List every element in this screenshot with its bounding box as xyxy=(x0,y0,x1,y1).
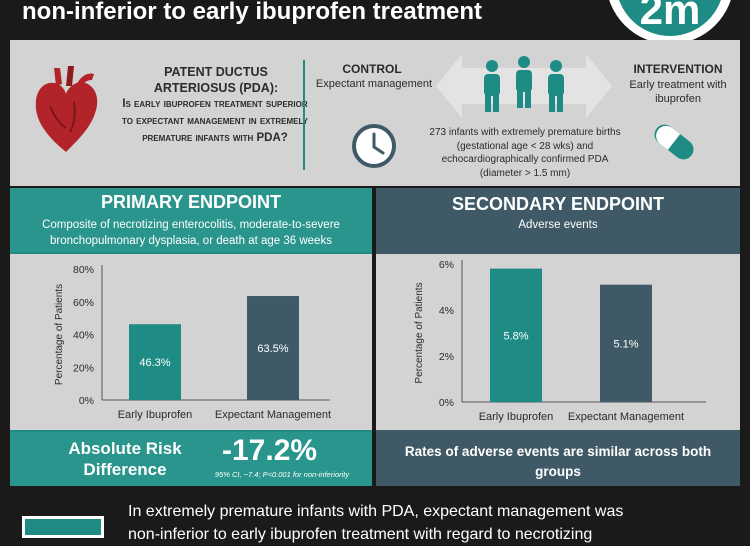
primary-bar-value-label: 63.5% xyxy=(257,343,288,355)
conclusion-line-1: In extremely premature infants with PDA,… xyxy=(128,503,624,520)
primary-endpoint-footer xyxy=(10,432,372,486)
people-icon xyxy=(484,56,564,112)
primary-endpoint-title: PRIMARY ENDPOINT xyxy=(100,192,282,212)
pill-icon xyxy=(654,124,694,160)
control-subtitle: Expectant management xyxy=(315,78,433,90)
secondary-bar-value-label: 5.1% xyxy=(613,338,638,350)
conclusion-icon xyxy=(22,516,104,538)
intervention-title: INTERVENTION xyxy=(633,62,723,76)
primary-bar-1 xyxy=(129,324,181,400)
question-text: Is early ibuprofen treatment superior to… xyxy=(122,98,308,144)
primary-category-label: Early Ibuprofen xyxy=(118,409,193,421)
conclusion-line-2: non-inferior to early ibuprofen treatmen… xyxy=(128,526,593,543)
heart-icon xyxy=(35,66,98,152)
confidence-interval-note: 95% CI, −7.4; P<0.001 for non-inferiorit… xyxy=(214,470,350,479)
secondary-category-label: Early Ibuprofen xyxy=(479,411,554,423)
secondary-endpoint-header xyxy=(376,188,740,252)
secondary-chart-background xyxy=(376,254,740,430)
intervention-subtitle: Early treatment with ibuprofen xyxy=(629,79,727,105)
primary-endpoint-header xyxy=(10,188,372,252)
primary-endpoint-description: Composite of necrotizing enterocolitis, … xyxy=(42,219,340,247)
secondary-y-axis-label: Percentage of Patients xyxy=(414,282,425,383)
primary-chart-background xyxy=(10,254,372,430)
primary-y-tick-label: 40% xyxy=(73,330,94,342)
page-title: non-inferior to early ibuprofen treatmen… xyxy=(22,0,483,25)
secondary-endpoint-footer xyxy=(376,432,740,486)
primary-bar-2 xyxy=(247,296,299,400)
primary-y-axis-label: Percentage of Patients xyxy=(54,284,65,385)
population-description: 273 infants with extremely premature bir… xyxy=(429,127,621,179)
primary-y-tick-label: 60% xyxy=(73,297,94,309)
secondary-bar-value-label: 5.8% xyxy=(503,330,528,342)
secondary-y-tick-label: 2% xyxy=(439,351,454,363)
secondary-y-tick-label: 6% xyxy=(439,259,454,271)
primary-bar-chart: 0% 20% 40% 60% 80% Percentage of Patients 46.3… xyxy=(54,264,331,421)
control-title: CONTROL xyxy=(342,62,402,76)
secondary-endpoint-note: Rates of adverse events are similar acro… xyxy=(404,444,712,479)
absolute-risk-difference-label: Absolute Risk Difference xyxy=(68,439,182,479)
panel-divider xyxy=(303,60,305,170)
logo-text: 2m xyxy=(639,0,701,33)
secondary-endpoint-description: Adverse events xyxy=(518,219,598,231)
secondary-category-label: Expectant Management xyxy=(568,411,684,423)
primary-y-tick-label: 0% xyxy=(79,395,94,407)
secondary-y-tick-label: 0% xyxy=(439,397,454,409)
conclusion-text: In extremely premature infants with PDA,… xyxy=(128,500,738,546)
primary-bar-value-label: 46.3% xyxy=(139,357,170,369)
absolute-risk-difference-value: -17.2% xyxy=(222,434,318,467)
secondary-bar-chart: 0% 2% 4% 6% Percentage of Patients 5.8% Early … xyxy=(414,259,706,423)
primary-y-tick-label: 80% xyxy=(73,264,94,276)
clock-icon xyxy=(352,124,396,168)
primary-y-tick-label: 20% xyxy=(73,362,94,374)
question-title: PATENT DUCTUS ARTERIOSUS (PDA): xyxy=(153,65,279,95)
primary-category-label: Expectant Management xyxy=(215,409,331,421)
secondary-y-tick-label: 4% xyxy=(439,305,454,317)
secondary-bar-2 xyxy=(600,284,652,402)
conclusion-band xyxy=(0,490,750,536)
secondary-bar-1 xyxy=(490,268,542,402)
secondary-endpoint-title: SECONDARY ENDPOINT xyxy=(451,194,665,214)
